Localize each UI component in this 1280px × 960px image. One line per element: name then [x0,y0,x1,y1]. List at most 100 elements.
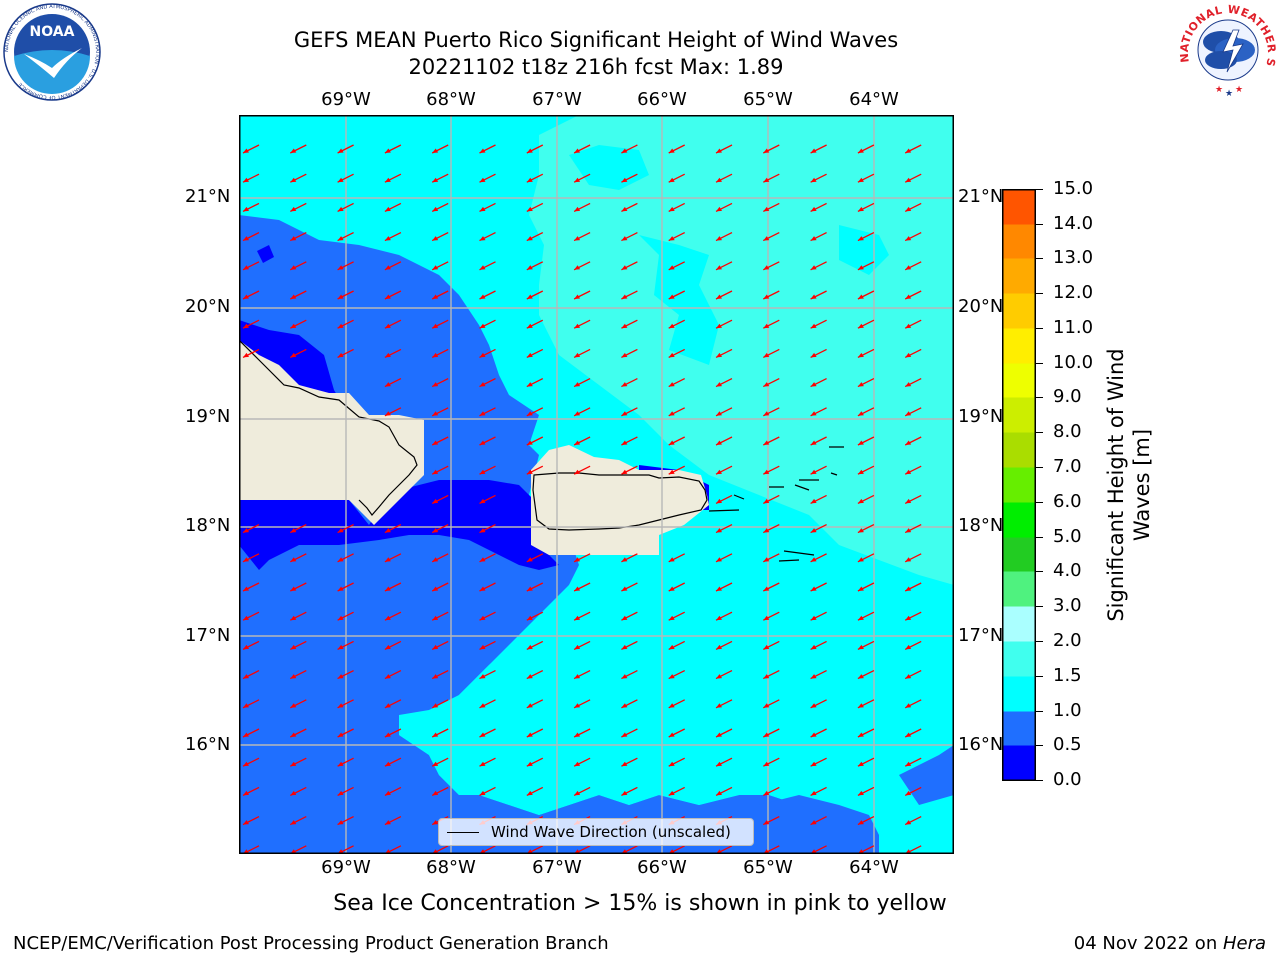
colorbar-segment [1003,641,1035,677]
wave-arrow-head [337,177,344,183]
wave-arrow-head [668,177,675,183]
wave-arrow-head [763,820,770,825]
wave-arrow-head [432,440,439,445]
wave-arrow-head [716,644,722,650]
wave-arrow-head [668,206,675,212]
wave-arrow-head [290,586,297,591]
wave-arrow-head [763,411,770,416]
wave-arrow-head [668,557,675,562]
wave-arrow-head [716,382,722,387]
lon-label-top-65: 65°W [743,89,793,110]
wave-arrow-head [810,790,817,796]
wave-arrow-head [243,586,249,591]
wave-arrow-head [432,586,439,591]
colorbar-tick-label: 12.0 [1053,282,1094,303]
colorbar-tick-label: 1.5 [1053,665,1082,686]
footer-branch: NCEP/EMC/Verification Post Processing Pr… [13,933,609,954]
wave-arrow-head [668,615,675,621]
colorbar-segment [1003,711,1035,746]
wave-arrow-head [905,294,912,299]
wave-arrow-head [763,674,770,679]
wave-arrow-head [479,352,486,358]
lon-label-top-68: 68°W [426,89,476,110]
lon-label-top-64: 64°W [849,89,899,110]
wave-arrow-head [526,382,533,387]
wave-arrow-head [432,236,439,241]
wave-arrow-head [479,236,486,241]
wave-arrow-head [243,294,249,299]
lat-label-right-16: 16°N [958,734,1002,755]
wave-arrow-head [243,790,249,796]
lat-labels-right: 21°N 20°N 19°N 18°N 17°N 16°N [958,180,1002,780]
wave-arrow-head [716,498,722,504]
wave-arrow-head [763,586,770,591]
wave-arrow-head [290,644,297,650]
wave-arrow-head [526,411,533,416]
wave-arrow-head [574,206,581,212]
colorbar-tick-mark [1036,363,1043,364]
wave-arrow-head [668,265,675,270]
wave-arrow-head [857,820,864,825]
wave-arrow-head [479,148,486,153]
wave-arrow-head [857,382,864,387]
wave-arrow-head [337,790,344,796]
wave-arrow-head [763,440,770,445]
wave-arrow-head [716,323,722,329]
lat-label-left-17: 17°N [185,625,231,646]
wave-arrow-head [290,528,297,533]
wave-arrow-head [905,498,912,504]
wave-arrow-head [384,586,391,591]
wave-arrow-head [905,148,912,153]
wave-arrow-head [716,411,722,416]
wave-arrow-head [574,382,581,387]
wave-arrow-head [337,761,344,767]
lon-label-top-67: 67°W [532,89,582,110]
colorbar-tick-mark [1036,711,1043,712]
wave-arrow-head [479,177,486,183]
lon-label-bottom-65: 65°W [743,857,793,878]
wave-arrow-head [810,469,817,475]
wave-arrow-head [763,469,770,475]
colorbar-tick-label: 5.0 [1053,526,1082,547]
wave-arrow-head [621,206,628,212]
wave-arrow-head [716,352,722,358]
wave-arrow-head [668,644,675,650]
wave-arrow-head [243,236,249,241]
wave-arrow-head [905,265,912,270]
hispaniola-land [239,340,424,525]
wave-arrow-head [621,790,628,796]
wave-arrow-head [574,615,581,621]
wave-arrow-head [716,528,722,533]
wave-arrow-head [621,557,628,562]
noaa-text: NOAA [30,24,75,40]
colorbar-tick-mark [1036,328,1043,329]
wave-arrow-head [857,411,864,416]
wave-arrow-head [432,469,439,475]
colorbar-tick-mark [1036,606,1043,607]
wave-arrow-head [337,732,344,737]
wave-arrow-head [384,382,391,387]
wave-arrow-head [857,586,864,591]
footer-date: 04 Nov 2022 on Hera [1074,933,1266,954]
wave-arrow-head [857,703,864,708]
wave-arrow-head [432,382,439,387]
wave-arrow-head [905,352,912,358]
wave-arrow-head [479,206,486,212]
wave-arrow-head [290,703,297,708]
lat-label-right-20: 20°N [958,296,1002,317]
wave-arrow-head [432,177,439,183]
wave-arrow-head [857,615,864,621]
wave-arrow-head [621,703,628,708]
wave-arrow-head [526,236,533,241]
wave-arrow-head [668,469,675,475]
wave-arrow-head [905,586,912,591]
wave-arrow-head [526,644,533,650]
wave-arrow-head [526,148,533,153]
wave-arrow-head [621,469,628,475]
wave-arrow-head [290,615,297,621]
wave-arrow-head [810,206,817,212]
wave-arrow-head [668,382,675,387]
wave-arrow-head [337,586,344,591]
colorbar-segment [1003,571,1035,607]
colorbar-segment [1003,502,1035,538]
